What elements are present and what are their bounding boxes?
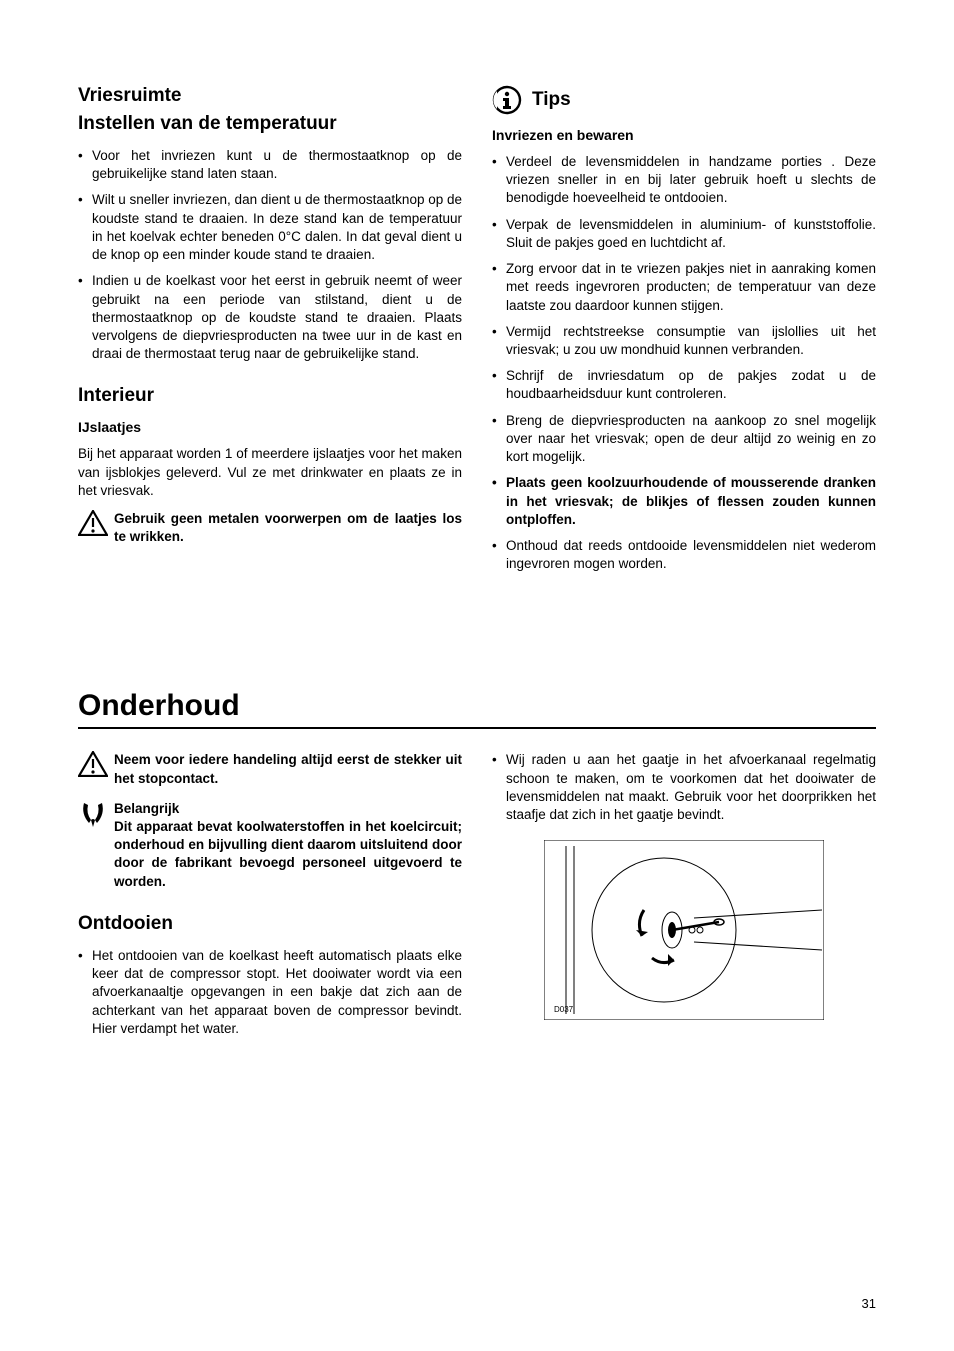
list-item: Verdeel de levensmiddelen in handzame po… [492,153,876,208]
onderhoud-warning-text: Neem voor iedere handeling altijd eerst … [114,751,462,787]
page-number: 31 [862,1296,876,1311]
warning-text: Gebruik geen metalen voorwerpen om de la… [114,510,462,546]
diagram-label: D037 [554,1005,574,1014]
heading-ijslaatjes: IJslaatjes [78,419,462,435]
tips-heading-row: Tips [492,85,876,115]
onderhoud-section: Onderhoud Neem voor iedere handeling alt… [78,689,876,1054]
list-item: Onthoud dat reeds ontdooide levensmiddel… [492,537,876,573]
onderhoud-belangrijk: Belangrijk Dit apparaat bevat koolwaters… [78,800,462,891]
ijslaatjes-body: Bij het apparaat worden 1 of meerdere ij… [78,445,462,500]
drain-diagram: D037 [544,840,824,1025]
belangrijk-label: Belangrijk [114,801,179,816]
list-item: Breng de diepvriesproducten na aankoop z… [492,412,876,467]
list-item: Het ontdooien van de koelkast heeft auto… [78,947,462,1038]
instellen-list: Voor het invriezen kunt u de thermostaat… [78,147,462,363]
right-column: Tips Invriezen en bewaren Verdeel de lev… [492,85,876,589]
heading-interieur: Interieur [78,385,462,407]
info-icon [492,85,522,115]
heading-instellen: Instellen van de temperatuur [78,113,462,135]
ontdooien-left-list: Het ontdooien van de koelkast heeft auto… [78,947,462,1038]
heading-onderhoud: Onderhoud [78,689,876,729]
ijslaatjes-warning: Gebruik geen metalen voorwerpen om de la… [78,510,462,546]
tips-list: Verdeel de levensmiddelen in handzame po… [492,153,876,573]
heading-tips: Tips [532,89,571,111]
drain-diagram-svg: D037 [544,840,824,1020]
list-item: Plaats geen koolzuurhoudende of moussere… [492,474,876,529]
warning-icon [78,751,108,777]
onderhoud-columns: Neem voor iedere handeling altijd eerst … [78,751,876,1054]
list-item: Indien u de koelkast voor het eerst in g… [78,272,462,363]
heading-vriesruimte: Vriesruimte [78,85,462,107]
list-item: Vermijd rechtstreekse consumptie van ijs… [492,323,876,359]
list-item: Wij raden u aan het gaatje in het afvoer… [492,751,876,824]
belangrijk-body: Dit apparaat bevat koolwaterstoffen in h… [114,819,462,889]
onderhoud-belangrijk-text: Belangrijk Dit apparaat bevat koolwaters… [114,800,462,891]
warning-icon [78,510,108,536]
onderhoud-left: Neem voor iedere handeling altijd eerst … [78,751,462,1054]
heading-invriezen: Invriezen en bewaren [492,127,876,143]
list-item: Wilt u sneller invriezen, dan dient u de… [78,191,462,264]
heading-ontdooien: Ontdooien [78,913,462,935]
list-item: Voor het invriezen kunt u de thermostaat… [78,147,462,183]
list-item: Zorg ervoor dat in te vriezen pakjes nie… [492,260,876,315]
upper-columns: Vriesruimte Instellen van de temperatuur… [78,85,876,589]
list-item: Verpak de levensmiddelen in aluminium- o… [492,216,876,252]
ontdooien-right-list: Wij raden u aan het gaatje in het afvoer… [492,751,876,824]
leaf-icon [78,800,108,828]
onderhoud-warning: Neem voor iedere handeling altijd eerst … [78,751,462,787]
left-column: Vriesruimte Instellen van de temperatuur… [78,85,462,589]
onderhoud-right: Wij raden u aan het gaatje in het afvoer… [492,751,876,1054]
list-item: Schrijf de invriesdatum op de pakjes zod… [492,367,876,403]
